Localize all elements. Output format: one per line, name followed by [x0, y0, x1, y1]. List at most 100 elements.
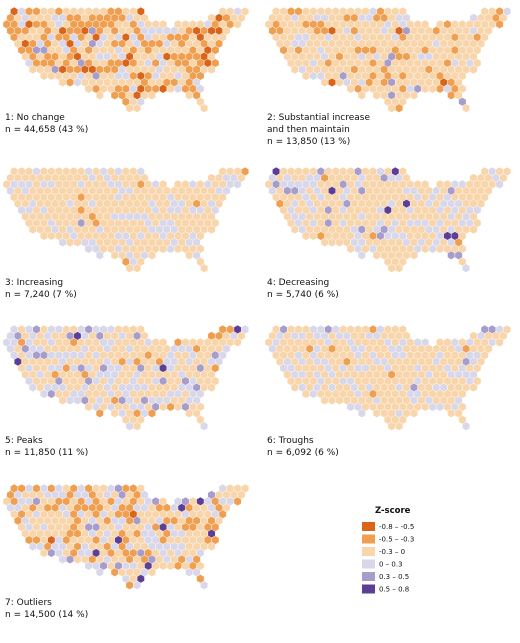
hex-cell: [410, 90, 418, 100]
hex-cell: [174, 561, 182, 571]
hex-cell: [95, 567, 104, 577]
hex-cell: [95, 250, 104, 260]
legend-swatch: [362, 522, 375, 531]
panel-label: 5: Peaks: [5, 436, 43, 446]
legend-swatch: [362, 559, 375, 569]
hex-cell: [40, 548, 48, 558]
legend-title: Z-score: [375, 506, 411, 516]
panel-count: n = 7,240 (7 %): [5, 290, 77, 300]
hex-cell: [166, 402, 175, 412]
panel-label: 6: Troughs: [267, 436, 314, 446]
hex-cell: [469, 224, 478, 235]
hex-cell: [166, 561, 175, 571]
hex-cell: [346, 402, 355, 412]
hex-cell: [428, 402, 437, 412]
hex-cell: [207, 382, 216, 393]
panel-count: n = 44,658 (43 %): [5, 125, 88, 135]
hex-cell: [233, 19, 242, 29]
hex-cell: [357, 250, 366, 260]
hex-cell: [421, 402, 430, 412]
hex-cell: [207, 64, 216, 75]
hex-cell: [495, 19, 504, 29]
hex-cell: [133, 263, 142, 273]
map-panel: 4: Decreasing n = 5,740 (6 %): [264, 166, 511, 300]
hex-cell: [185, 567, 194, 577]
map-panel: 5: Peaks n = 11,850 (11 %): [2, 324, 250, 458]
hex-cell: [159, 402, 168, 412]
hex-cell: [84, 402, 93, 412]
legend-swatch: [362, 547, 375, 556]
hex-cell: [320, 237, 329, 247]
hex-cell: [335, 237, 344, 247]
hex-cell: [84, 561, 93, 571]
hex-cell: [233, 496, 242, 506]
hex-cell: [469, 64, 478, 75]
hex-cell: [495, 179, 504, 189]
hex-cell: [357, 90, 366, 100]
hex-cell: [395, 103, 403, 113]
hex-cell: [47, 548, 56, 558]
panel-count: n = 14,500 (14 %): [5, 610, 88, 620]
hex-cell: [328, 237, 336, 247]
hex-cell: [290, 64, 299, 75]
hex-cell: [357, 408, 366, 418]
hex-cell: [469, 382, 478, 393]
panel-label: 2: Substantial increase: [267, 113, 370, 123]
legend-label: -0.3 – 0: [379, 548, 405, 556]
legend-swatch: [362, 572, 375, 581]
hex-cell: [125, 103, 134, 113]
panel-label: 7: Outliers: [5, 598, 52, 608]
hex-cell: [200, 263, 209, 273]
hex-cell: [200, 103, 209, 113]
hex-cell: [462, 263, 470, 273]
hex-cell: [110, 567, 119, 577]
panel-count: n = 11,850 (11 %): [5, 448, 88, 458]
hex-cell: [495, 337, 504, 347]
legend-label: 0.5 – 0.8: [379, 586, 409, 594]
hex-cell: [73, 237, 82, 247]
hex-cell: [95, 90, 104, 100]
map-panel: 3: Increasing n = 7,240 (7 %): [2, 166, 250, 300]
hex-cell: [133, 580, 142, 590]
map-panel: 7: Outliers n = 14,500 (14 %): [2, 483, 250, 620]
hex-cell: [159, 561, 168, 571]
hex-cell: [147, 408, 156, 418]
map-panel: 6: Troughs n = 6,092 (6 %): [264, 324, 511, 458]
hex-cell: [28, 64, 37, 75]
panel-count: n = 5,740 (6 %): [267, 290, 339, 300]
hex-cell: [462, 103, 470, 113]
legend-label: -0.8 – -0.5: [379, 523, 414, 531]
hex-cell: [66, 237, 75, 247]
hex-cell: [410, 408, 418, 418]
hex-cell: [200, 580, 209, 590]
hex-cell: [147, 250, 156, 260]
hex-cell: [233, 179, 242, 189]
hex-cell: [200, 421, 209, 431]
hex-cell: [133, 421, 142, 431]
map-panel: 2: Substantial increase and then maintain…: [264, 6, 511, 147]
hex-cell: [395, 263, 403, 273]
legend-label: -0.5 – -0.3: [379, 536, 414, 544]
hex-cell: [387, 103, 396, 113]
hex-cell: [410, 250, 418, 260]
hex-cell: [28, 224, 37, 235]
panel-label: 3: Increasing: [5, 278, 63, 288]
hex-cell: [462, 421, 470, 431]
hex-cell: [133, 103, 142, 113]
legend-swatch: [362, 584, 375, 594]
legend-label: 0 – 0.3: [379, 561, 403, 569]
hex-cell: [207, 224, 216, 235]
panel-count: n = 6,092 (6 %): [267, 448, 339, 458]
hex-cell: [58, 237, 67, 247]
panel-label: 1: No change: [5, 113, 65, 123]
legend: Z-score -0.8 – -0.5 -0.5 – -0.3 -0.3 – 0 0 …: [362, 506, 414, 594]
hex-cell: [233, 337, 242, 347]
hex-cell: [436, 402, 444, 412]
hex-cell: [395, 421, 403, 431]
hex-cell: [174, 402, 182, 412]
map-panel: 1: No change n = 44,658 (43 %): [2, 6, 250, 135]
legend-label: 0.3 – 0.5: [379, 573, 409, 581]
hex-cell: [290, 224, 299, 235]
hex-cell: [147, 567, 156, 577]
